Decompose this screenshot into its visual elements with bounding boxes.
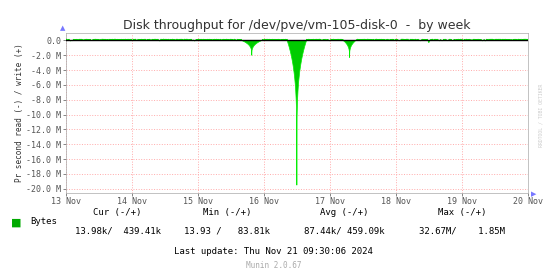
Text: 13.98k/  439.41k: 13.98k/ 439.41k — [74, 227, 161, 236]
Y-axis label: Pr second read (-) / write (+): Pr second read (-) / write (+) — [15, 43, 24, 182]
Text: Last update: Thu Nov 21 09:30:06 2024: Last update: Thu Nov 21 09:30:06 2024 — [174, 248, 373, 257]
Text: Avg (-/+): Avg (-/+) — [321, 208, 369, 217]
Text: ▲: ▲ — [60, 26, 66, 32]
Text: 87.44k/ 459.09k: 87.44k/ 459.09k — [304, 227, 385, 236]
Text: Munin 2.0.67: Munin 2.0.67 — [246, 260, 301, 270]
Text: Bytes: Bytes — [30, 217, 57, 226]
Text: ▶: ▶ — [531, 191, 536, 197]
Text: Min (-/+): Min (-/+) — [203, 208, 251, 217]
Text: RRDTOOL / TOBI OETIKER: RRDTOOL / TOBI OETIKER — [538, 84, 543, 147]
Text: 32.67M/    1.85M: 32.67M/ 1.85M — [419, 227, 505, 236]
Text: ■: ■ — [11, 217, 21, 227]
Text: 13.93 /   83.81k: 13.93 / 83.81k — [184, 227, 270, 236]
Text: Cur (-/+): Cur (-/+) — [94, 208, 142, 217]
Text: Max (-/+): Max (-/+) — [438, 208, 486, 217]
Title: Disk throughput for /dev/pve/vm-105-disk-0  -  by week: Disk throughput for /dev/pve/vm-105-disk… — [123, 19, 470, 32]
